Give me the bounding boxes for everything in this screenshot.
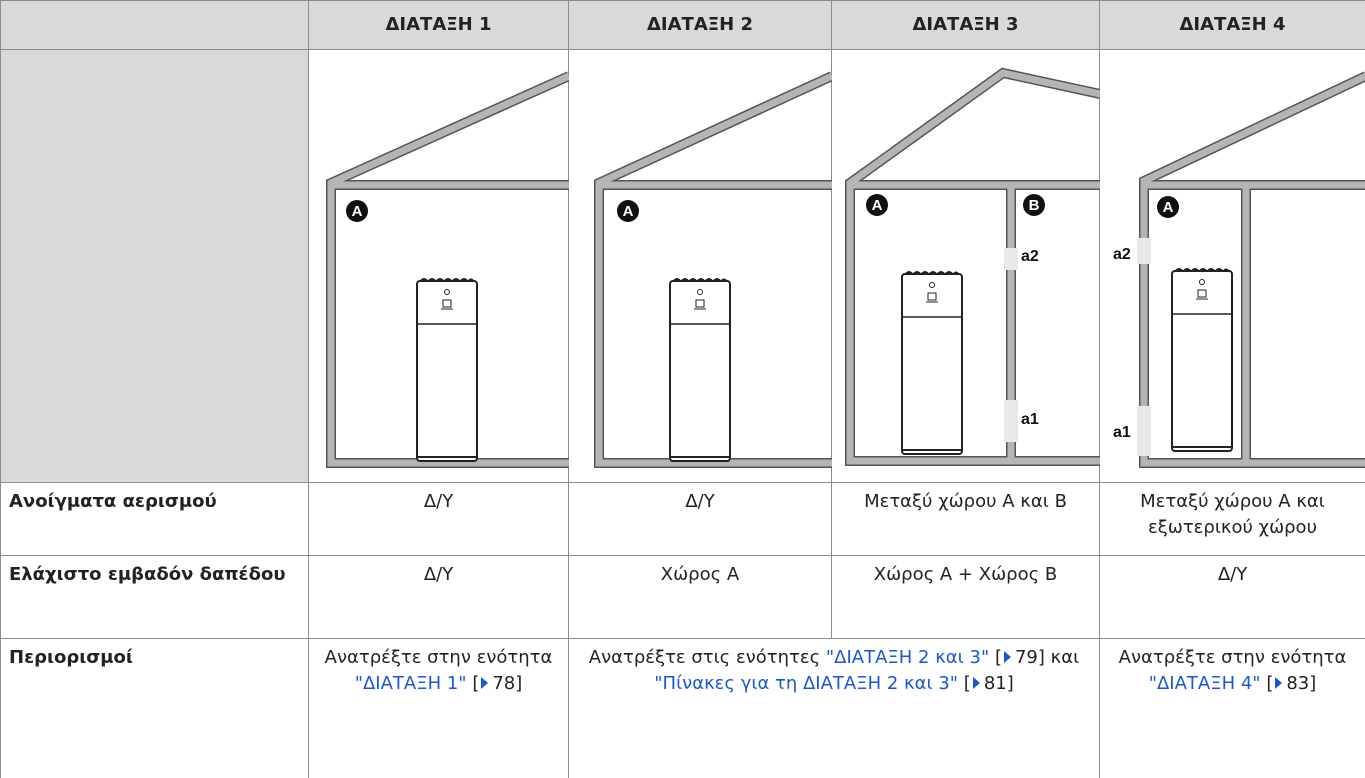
row-label: Ελάχιστο εμβαδόν δαπέδου bbox=[0, 555, 309, 639]
text: ] και bbox=[1037, 647, 1080, 668]
header-row: ΔΙΑΤΑΞΗ 1 ΔΙΑΤΑΞΗ 2 ΔΙΑΤΑΞΗ 3 ΔΙΑΤΑΞΗ 4 bbox=[0, 0, 1365, 50]
room-label: A bbox=[352, 203, 363, 220]
diagram: A a2 a1 bbox=[1113, 71, 1365, 468]
page-ref[interactable]: 81 bbox=[983, 673, 1007, 694]
section-link[interactable]: "ΔΙΑΤΑΞΗ 4" bbox=[1148, 673, 1261, 694]
column-header: ΔΙΑΤΑΞΗ 1 bbox=[308, 0, 569, 50]
walls bbox=[1139, 71, 1365, 468]
unit bbox=[669, 278, 731, 462]
text: ] bbox=[1006, 673, 1014, 694]
text: [ bbox=[1260, 673, 1274, 694]
room-label: B bbox=[1029, 197, 1040, 214]
opening-label: a2 bbox=[1021, 248, 1039, 265]
diagram-cell: A B a2 a1 bbox=[831, 49, 1102, 483]
column-header: ΔΙΑΤΑΞΗ 4 bbox=[1099, 0, 1365, 50]
page-arrow bbox=[481, 677, 489, 689]
diagram: A B a2 a1 bbox=[845, 67, 1102, 466]
cell: Μεταξύ χώρου A και B bbox=[831, 482, 1100, 556]
room-marker bbox=[1023, 194, 1045, 216]
column-header: ΔΙΑΤΑΞΗ 3 bbox=[831, 0, 1100, 50]
unit bbox=[901, 271, 963, 455]
cell: Δ/Υ bbox=[308, 482, 569, 556]
opening-label: a1 bbox=[1021, 411, 1039, 428]
table-row: Ελάχιστο εμβαδόν δαπέδου Δ/Υ Χώρος A Χώρ… bbox=[0, 555, 1365, 639]
section-link[interactable]: "ΔΙΑΤΑΞΗ 1" bbox=[354, 673, 467, 694]
diagram-cell: A bbox=[568, 49, 835, 483]
unit bbox=[1171, 268, 1233, 452]
diagram-cell: A a2 a1 bbox=[1099, 49, 1365, 483]
text: [ bbox=[958, 673, 971, 694]
room-label: A bbox=[1163, 199, 1174, 216]
room-marker bbox=[866, 194, 888, 216]
page-ref[interactable]: 78 bbox=[492, 673, 516, 694]
table-row: Περιορισμοί Ανατρέξτε στην ενότητα "ΔΙΑΤ… bbox=[0, 638, 1365, 778]
room-label: A bbox=[623, 203, 634, 220]
text: ] bbox=[515, 673, 523, 694]
text: Ανατρέξτε στην ενότητα bbox=[324, 647, 553, 668]
page-arrow bbox=[972, 677, 980, 689]
cell: Χώρος A + Χώρος B bbox=[831, 555, 1100, 639]
section-link[interactable]: "Πίνακες για τη ΔΙΑΤΑΞΗ 2 και 3" bbox=[654, 673, 959, 694]
text: [ bbox=[466, 673, 480, 694]
page-arrow bbox=[1275, 677, 1283, 689]
page-ref[interactable]: 79 bbox=[1014, 647, 1038, 668]
cell: Μεταξύ χώρου A και εξωτερικού χώρου bbox=[1099, 482, 1365, 556]
row-label: Περιορισμοί bbox=[0, 638, 309, 778]
cell: Ανατρέξτε στην ενότητα "ΔΙΑΤΑΞΗ 1" [78] bbox=[308, 638, 569, 778]
cell: Δ/Υ bbox=[308, 555, 569, 639]
cell: Ανατρέξτε στην ενότητα "ΔΙΑΤΑΞΗ 4" [83] bbox=[1099, 638, 1365, 778]
cell: Ανατρέξτε στις ενότητες "ΔΙΑΤΑΞΗ 2 και 3… bbox=[568, 638, 1100, 778]
walls bbox=[326, 71, 572, 468]
page-arrow bbox=[1003, 651, 1011, 663]
opening-label: a1 bbox=[1113, 424, 1131, 441]
table-row: Ανοίγματα αερισμού Δ/Υ Δ/Υ Μεταξύ χώρου … bbox=[0, 482, 1365, 556]
text: Ανατρέξτε στις ενότητες bbox=[588, 647, 826, 668]
vent-opening bbox=[1137, 238, 1151, 264]
diagram-cell: A bbox=[308, 49, 572, 483]
vent-opening bbox=[1137, 406, 1151, 456]
cell: Χώρος A bbox=[568, 555, 832, 639]
room-marker bbox=[1157, 196, 1179, 218]
room-marker bbox=[617, 200, 639, 222]
diagram: A bbox=[594, 71, 835, 468]
room-label: A bbox=[872, 197, 883, 214]
cell: Δ/Υ bbox=[1099, 555, 1365, 639]
text: [ bbox=[989, 647, 1002, 668]
section-link[interactable]: "ΔΙΑΤΑΞΗ 2 και 3" bbox=[825, 647, 990, 668]
page-ref[interactable]: 83 bbox=[1286, 673, 1310, 694]
text: ] bbox=[1309, 673, 1317, 694]
cell: Δ/Υ bbox=[568, 482, 832, 556]
unit bbox=[416, 278, 478, 462]
walls bbox=[594, 71, 835, 468]
opening-label: a2 bbox=[1113, 246, 1131, 263]
walls bbox=[845, 67, 1102, 466]
room-marker bbox=[346, 200, 368, 222]
corner-cell bbox=[0, 0, 309, 50]
diagram: A bbox=[326, 71, 572, 468]
blank-cell bbox=[0, 49, 309, 483]
text: Ανατρέξτε στην ενότητα bbox=[1118, 647, 1347, 668]
row-label: Ανοίγματα αερισμού bbox=[0, 482, 309, 556]
diagram-row: A A A B a2 a1 bbox=[0, 49, 1365, 483]
vent-opening bbox=[1004, 248, 1018, 270]
vent-opening bbox=[1004, 400, 1018, 442]
column-header: ΔΙΑΤΑΞΗ 2 bbox=[568, 0, 832, 50]
